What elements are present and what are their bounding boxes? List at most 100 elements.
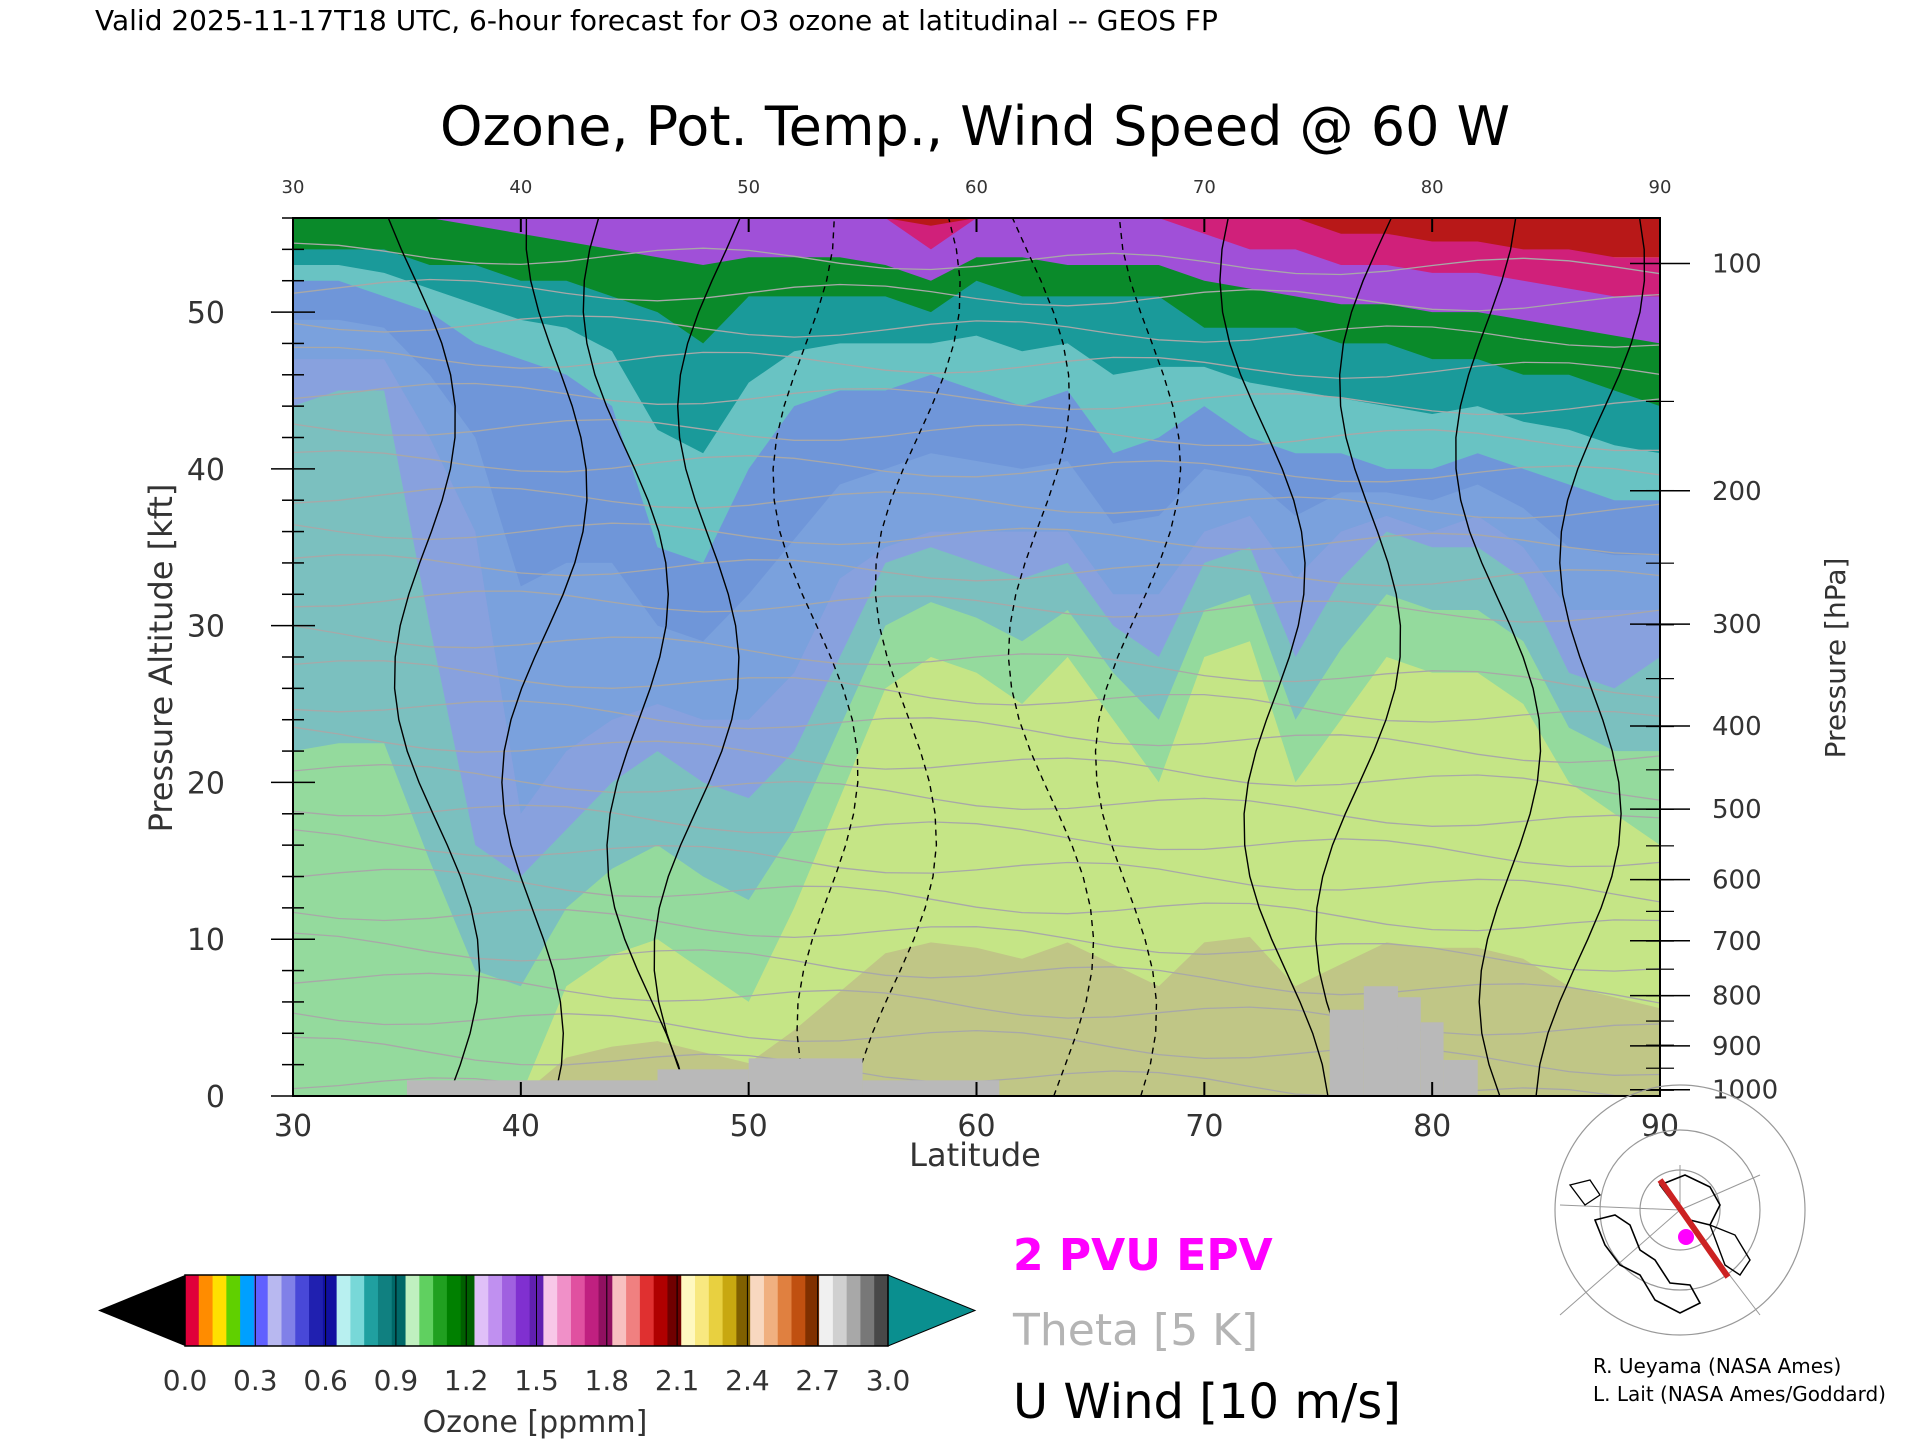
u-wind-contour [582, 218, 688, 1096]
colorbar-tick-label: 0.3 [233, 1364, 278, 1397]
colorbar-segment [846, 1275, 862, 1346]
legend-entry: U Wind [10 m/s] [1013, 1374, 1401, 1430]
colorbar-segment [474, 1275, 489, 1346]
x-tick-label-top: 50 [737, 177, 760, 198]
theta-contour [293, 763, 1660, 827]
colorbar-segment [336, 1275, 352, 1346]
colorbar-segment [639, 1275, 655, 1346]
y-tick-label-right: 200 [1712, 477, 1762, 507]
theta-contour [293, 909, 1660, 972]
colorbar-over-triangle [887, 1274, 977, 1347]
y-tick-label-left: 20 [187, 766, 225, 801]
colorbar-segment [543, 1275, 558, 1346]
colorbar-tick-label: 1.8 [585, 1364, 630, 1397]
colorbar-segment [405, 1275, 420, 1346]
colorbar-segment [819, 1275, 834, 1346]
theta-contour [293, 868, 1660, 932]
polar-map-icon [1554, 1084, 1806, 1336]
colorbar-segment [446, 1275, 462, 1346]
valid-time-header: Valid 2025-11-17T18 UTC, 6-hour forecast… [95, 4, 1218, 37]
terrain-block [1363, 986, 1398, 1096]
colorbar-tick-label: 0.0 [163, 1364, 208, 1397]
u-wind-contours [387, 218, 1646, 1096]
x-tick-label: 40 [502, 1109, 540, 1144]
colorbar-tick-label: 2.1 [655, 1364, 700, 1397]
x-axis-label: Latitude [909, 1136, 1041, 1174]
colorbar-segment [832, 1275, 848, 1346]
x-tick-label: 80 [1413, 1109, 1451, 1144]
colorbar-segment [198, 1275, 214, 1346]
legend: 2 PVU EPV Theta [5 K] U Wind [10 m/s] [1012, 1230, 1401, 1430]
plot-area [293, 218, 1660, 1096]
y-tick-label-right: 100 [1712, 249, 1762, 279]
u-wind-contour [1455, 218, 1542, 1096]
colorbar-segment [736, 1275, 751, 1346]
theta-contour [293, 700, 1660, 764]
x-tick-label-top: 30 [282, 177, 305, 198]
colorbar-segment [488, 1275, 503, 1346]
y-tick-label-left: 50 [187, 296, 225, 331]
colorbar-segment [763, 1275, 779, 1346]
terrain-block [657, 1069, 749, 1096]
terrain-block [1443, 1059, 1478, 1096]
x-tick-label-top: 80 [1421, 177, 1444, 198]
colorbar-tick-label: 3.0 [866, 1364, 911, 1397]
y-axis-label-right: Pressure [hPa] [1819, 558, 1852, 759]
colorbar-label: Ozone [ppmm] [423, 1405, 648, 1440]
u-wind-contour [1094, 218, 1182, 1096]
colorbar-segment [557, 1275, 572, 1346]
colorbar-tick-label: 2.7 [795, 1364, 840, 1397]
terrain-block [862, 1080, 1000, 1096]
colorbar-tick-label: 0.6 [303, 1364, 348, 1397]
terrain-mask [406, 986, 1478, 1096]
theta-contour [293, 624, 1660, 699]
colorbar-tick-label: 0.9 [374, 1364, 419, 1397]
u-wind-contour [501, 218, 588, 1096]
x-tick-label-top: 40 [509, 177, 532, 198]
credit-line-1: R. Ueyama (NASA Ames) [1593, 1354, 1841, 1378]
u-wind-contour [772, 218, 859, 1096]
u-wind-contour [1315, 218, 1402, 1096]
terrain-block [406, 1080, 658, 1096]
x-tick-label-top: 70 [1193, 177, 1216, 198]
y-tick-label-right: 700 [1712, 927, 1762, 957]
colorbar-segment [860, 1275, 875, 1346]
colorbar-segment [791, 1275, 806, 1346]
colorbar-segment [212, 1275, 227, 1346]
y-axis-label-left: Pressure Altitude [kft] [142, 484, 180, 833]
colorbar-segment [515, 1275, 531, 1346]
colorbar-segment [750, 1275, 765, 1346]
colorbar-segment [309, 1275, 324, 1346]
x-tick-label: 90 [1641, 1109, 1679, 1144]
ozone-colorbar: 0.0 0.3 0.6 0.9 1.2 1.5 1.8 2.1 2.4 2.7 3.0 [98, 1274, 977, 1397]
theta-contour [293, 660, 1660, 723]
colorbar-segment [295, 1275, 310, 1346]
y-tick-label-right: 800 [1712, 982, 1762, 1012]
credit-line-2: L. Lait (NASA Ames/Goddard) [1593, 1382, 1886, 1406]
colorbar-segment [874, 1275, 889, 1346]
colorbar-segment [502, 1275, 517, 1346]
y-tick-label-right: 300 [1712, 610, 1762, 640]
theta-contour [293, 382, 1660, 416]
theta-contour [293, 554, 1660, 587]
theta-contours [293, 242, 1660, 1096]
colorbar-segment [433, 1275, 448, 1346]
theta-contour [293, 590, 1660, 623]
colorbar-segment [708, 1275, 724, 1346]
x-tick-label-top: 90 [1649, 177, 1672, 198]
x-tick-label-top: 60 [965, 177, 988, 198]
x-tick-label: 30 [274, 1109, 312, 1144]
colorbar-segment [598, 1275, 613, 1346]
colorbar-segment [626, 1275, 641, 1346]
ozone-bands [293, 218, 1660, 1096]
colorbar-segment [350, 1275, 365, 1346]
theta-contour [293, 278, 1660, 312]
colorbar-segment [226, 1275, 241, 1346]
colorbar-segment [805, 1275, 820, 1346]
theta-contour [293, 418, 1660, 452]
x-tick-label: 50 [730, 1109, 768, 1144]
u-wind-contour [1535, 218, 1646, 1096]
y-tick-label-right: 600 [1712, 866, 1762, 896]
u-wind-contour [653, 218, 741, 1096]
